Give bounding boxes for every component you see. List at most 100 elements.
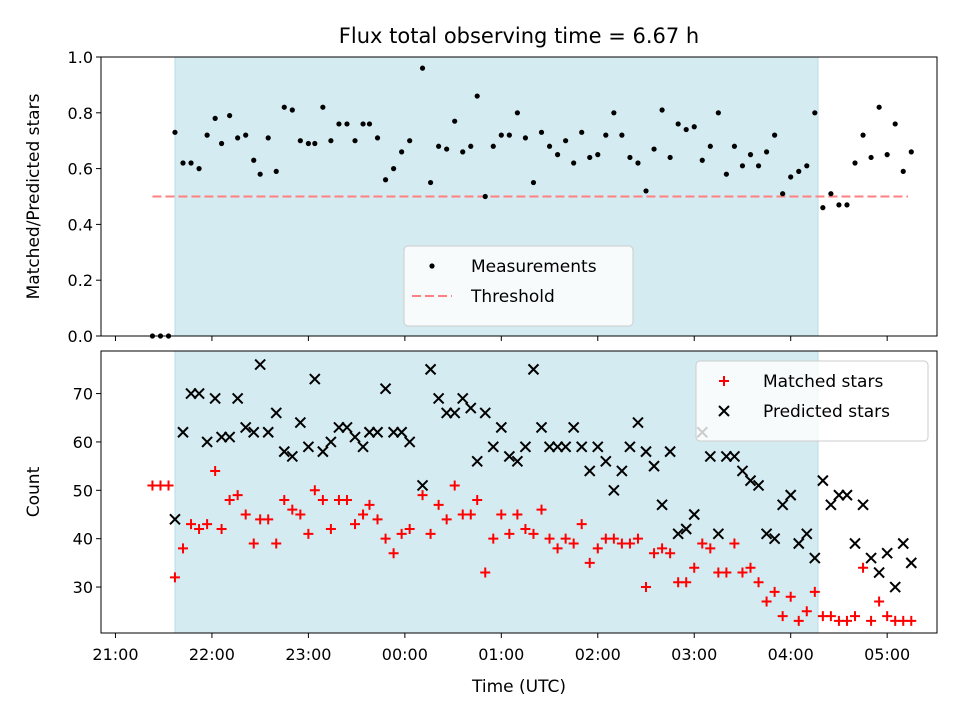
measurement-point xyxy=(643,188,649,194)
measurement-point xyxy=(868,154,874,161)
legend-label: Matched stars xyxy=(763,372,883,392)
predicted-marker xyxy=(302,441,315,453)
measurement-point xyxy=(900,168,906,174)
predicted-marker xyxy=(432,392,445,405)
predicted-marker xyxy=(889,581,901,593)
measurement-point xyxy=(563,138,569,144)
matched-marker xyxy=(232,490,243,501)
y-tick-label: 70 xyxy=(73,385,93,404)
x-tick-label: 22:00 xyxy=(189,645,235,664)
measurement-point xyxy=(780,191,786,197)
measurement-point xyxy=(699,157,705,163)
measurement-point xyxy=(755,163,762,169)
matched-marker xyxy=(303,528,314,539)
measurement-point xyxy=(352,138,358,144)
chart-title: Flux total observing time = 6.67 h xyxy=(339,24,699,48)
series-matched-stars xyxy=(147,465,917,626)
y-axis-label: Count xyxy=(24,466,44,517)
matched-marker xyxy=(309,485,320,496)
measurement-point xyxy=(212,115,218,121)
predicted-marker xyxy=(209,392,221,405)
predicted-marker xyxy=(349,431,361,443)
measurement-point xyxy=(251,157,257,163)
matched-marker xyxy=(520,524,531,535)
matched-marker xyxy=(568,538,579,549)
predicted-marker xyxy=(664,445,676,458)
measurement-point xyxy=(399,149,405,155)
predicted-marker xyxy=(736,465,749,477)
matched-marker xyxy=(729,538,740,549)
x-tick-label: 03:00 xyxy=(671,645,717,664)
y-tick-label: 1.0 xyxy=(68,48,93,67)
matched-marker xyxy=(769,586,780,597)
measurement-point xyxy=(820,205,826,211)
matched-marker xyxy=(404,524,415,535)
predicted-marker xyxy=(656,499,668,511)
measurement-point xyxy=(265,135,271,141)
predicted-marker xyxy=(201,436,213,448)
measurement-point xyxy=(328,138,334,144)
predicted-marker xyxy=(169,513,181,526)
measurement-point xyxy=(273,168,279,174)
matched-marker xyxy=(608,533,619,544)
matched-marker xyxy=(380,533,391,544)
measurement-point xyxy=(188,160,194,166)
measurement-point xyxy=(908,149,914,155)
predicted-marker xyxy=(624,441,636,453)
matched-marker xyxy=(465,509,476,520)
matched-marker xyxy=(263,514,274,525)
matched-marker xyxy=(745,562,756,573)
measurement-point xyxy=(196,166,202,172)
measurement-point xyxy=(452,118,458,124)
predicted-marker xyxy=(309,373,321,385)
predicted-marker xyxy=(608,484,620,497)
matched-marker xyxy=(785,591,796,602)
measurement-point xyxy=(468,143,474,149)
matched-marker xyxy=(271,538,282,549)
predicted-marker xyxy=(294,416,307,429)
legend-box xyxy=(403,245,634,327)
matched-marker xyxy=(287,504,298,515)
predicted-marker xyxy=(584,465,596,477)
predicted-marker xyxy=(640,445,652,458)
measurement-point xyxy=(763,149,770,155)
predicted-marker xyxy=(784,489,797,501)
measurement-point xyxy=(235,135,241,141)
matched-marker xyxy=(825,611,836,622)
predicted-marker xyxy=(317,445,329,458)
predicted-marker xyxy=(881,547,893,559)
matched-marker xyxy=(169,572,180,583)
predicted-marker xyxy=(817,474,829,487)
measurement-point xyxy=(579,129,585,135)
measurement-point xyxy=(360,121,366,127)
legend-label: Threshold xyxy=(470,287,555,307)
measurement-point xyxy=(257,171,263,177)
measurement-point xyxy=(804,163,810,169)
measurement-point xyxy=(436,143,442,149)
measurement-point xyxy=(289,107,295,113)
matched-marker xyxy=(480,567,491,578)
y-axis-label: Matched/Predicted stars xyxy=(24,93,44,299)
measurement-point xyxy=(305,140,311,147)
predicted-marker xyxy=(535,421,548,434)
matched-marker xyxy=(737,567,748,578)
legend-marker-matched xyxy=(719,376,729,386)
predicted-marker xyxy=(632,416,644,429)
predicted-marker xyxy=(286,450,299,463)
predicted-marker xyxy=(479,407,491,419)
measurement-point xyxy=(828,191,834,197)
measurement-point xyxy=(587,154,593,161)
predicted-marker xyxy=(457,392,469,405)
matched-marker xyxy=(584,557,595,568)
predicted-marker xyxy=(248,426,260,438)
legend-marker-predicted xyxy=(718,405,730,417)
matched-marker xyxy=(388,548,399,559)
predicted-marker xyxy=(567,421,580,434)
measurement-point xyxy=(852,160,858,166)
x-tick-label: 02:00 xyxy=(575,645,621,664)
matched-marker xyxy=(705,543,716,554)
measurement-point xyxy=(707,143,713,149)
measurement-point xyxy=(844,202,850,208)
measurement-point xyxy=(739,163,746,169)
